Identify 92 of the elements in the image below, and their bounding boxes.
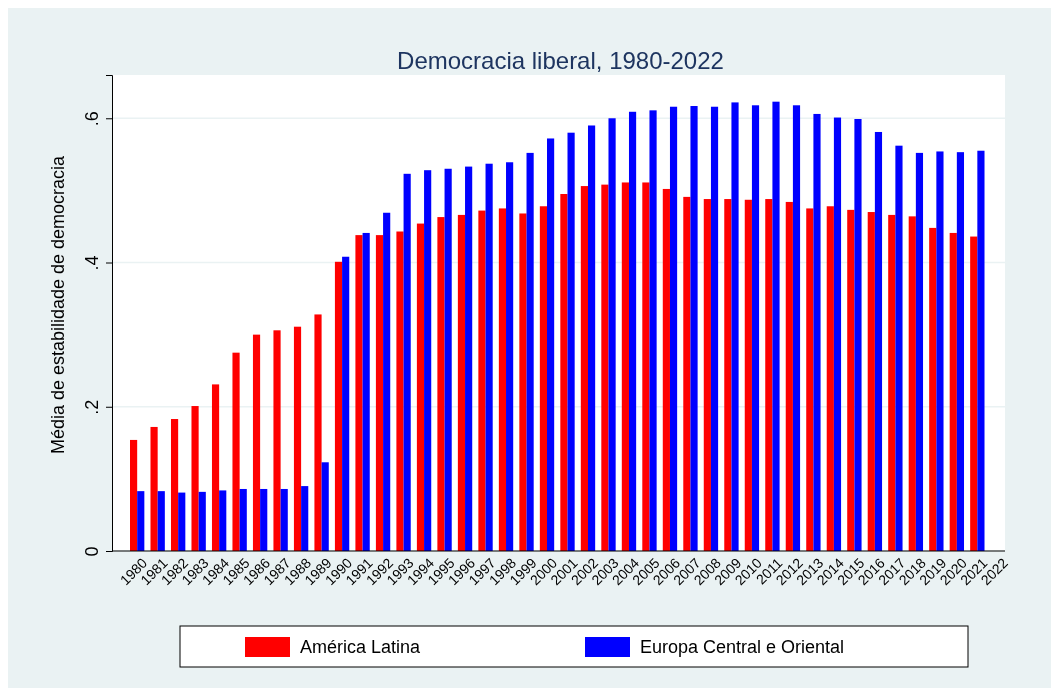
bar xyxy=(301,486,309,551)
bar xyxy=(506,162,514,551)
bar xyxy=(416,223,425,551)
bar xyxy=(444,168,452,551)
y-tick-label: .4 xyxy=(82,255,102,271)
bar xyxy=(669,106,678,551)
bar xyxy=(731,102,739,551)
bar xyxy=(252,334,261,551)
bar xyxy=(342,256,350,551)
bar xyxy=(519,213,527,551)
bar xyxy=(157,491,165,551)
bar xyxy=(362,232,370,551)
bar xyxy=(642,182,650,551)
bar xyxy=(465,166,473,551)
bar xyxy=(683,196,691,551)
bar xyxy=(375,235,384,551)
bar xyxy=(437,217,445,551)
bar xyxy=(806,208,814,551)
legend-label: América Latina xyxy=(300,637,422,657)
bar xyxy=(457,214,466,551)
bar xyxy=(608,118,616,551)
bar xyxy=(956,152,965,551)
bar xyxy=(649,110,657,551)
bar xyxy=(547,138,555,551)
bar xyxy=(813,113,821,551)
bar xyxy=(232,352,240,551)
bar xyxy=(498,208,507,551)
bar xyxy=(178,492,186,551)
bar xyxy=(273,330,281,551)
bar xyxy=(895,145,903,551)
bar xyxy=(970,236,978,551)
bar xyxy=(826,206,834,551)
bar xyxy=(485,163,493,551)
bar xyxy=(785,201,793,551)
bar xyxy=(314,314,322,551)
bar xyxy=(191,406,199,551)
bar xyxy=(137,491,145,551)
bar xyxy=(949,232,957,551)
bar xyxy=(321,462,329,551)
bar xyxy=(621,182,629,551)
bar xyxy=(915,152,924,551)
bar xyxy=(874,131,883,551)
y-tick-label: .2 xyxy=(82,399,102,415)
bar xyxy=(854,118,862,551)
bar xyxy=(908,216,916,551)
bar xyxy=(751,105,760,551)
bar xyxy=(792,105,801,551)
bar xyxy=(403,173,411,551)
bar xyxy=(772,101,780,551)
bar xyxy=(478,210,486,551)
bar xyxy=(703,199,711,551)
bar xyxy=(567,132,575,551)
bar xyxy=(383,212,391,551)
bar xyxy=(293,326,302,551)
bar xyxy=(867,212,875,551)
bar xyxy=(239,488,247,551)
bar xyxy=(929,227,937,551)
bar xyxy=(198,491,206,551)
bar xyxy=(334,261,343,551)
bar xyxy=(587,125,596,551)
bar xyxy=(211,384,220,551)
bar xyxy=(539,206,548,551)
bar xyxy=(936,151,944,551)
bar xyxy=(280,488,288,551)
bar xyxy=(724,199,732,551)
bar xyxy=(170,419,179,551)
bar xyxy=(130,439,138,551)
bar xyxy=(526,152,534,551)
y-tick-label: 0 xyxy=(82,546,102,557)
bar xyxy=(424,170,432,551)
legend-label: Europa Central e Oriental xyxy=(640,637,845,657)
bar xyxy=(710,106,719,551)
bar xyxy=(977,150,985,551)
bar xyxy=(396,231,404,551)
y-tick-label: .6 xyxy=(82,111,102,127)
bar xyxy=(662,188,670,551)
bar xyxy=(601,184,609,551)
y-axis-title: Média de estabilidade de democracia xyxy=(48,154,68,455)
bar xyxy=(765,199,773,551)
bar xyxy=(219,490,227,551)
bar xyxy=(847,209,855,551)
bar xyxy=(580,186,588,551)
bar xyxy=(744,199,752,551)
bar xyxy=(888,214,896,551)
bar xyxy=(260,488,268,551)
bar xyxy=(833,117,842,551)
chart-title: Democracia liberal, 1980-2022 xyxy=(397,47,724,74)
bar xyxy=(150,426,158,551)
bar xyxy=(690,106,698,551)
bar xyxy=(355,235,363,551)
bar xyxy=(560,194,568,551)
bar xyxy=(628,111,637,551)
